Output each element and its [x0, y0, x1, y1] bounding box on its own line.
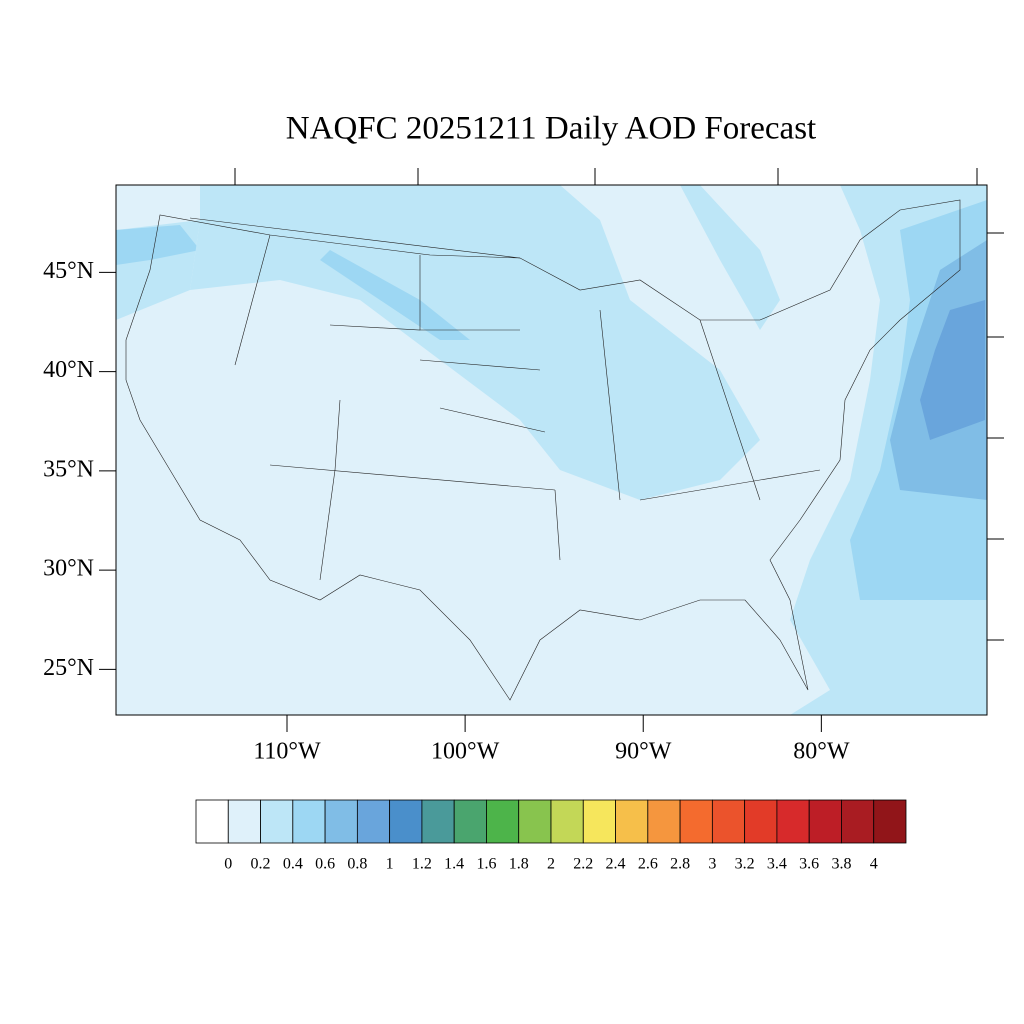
- colorbar-box: [711, 799, 746, 844]
- colorbar-box: [227, 799, 261, 844]
- lon-tick-label: 110°W: [253, 739, 321, 765]
- colorbar-box: [808, 799, 842, 844]
- field-contour: [800, 680, 900, 715]
- colorbar-label: 1.4: [444, 856, 464, 873]
- colorbar-box: [647, 799, 681, 844]
- colorbar-box: [550, 799, 584, 844]
- colorbar-label: 3.4: [767, 856, 787, 873]
- colorbar-box: [615, 799, 649, 844]
- lon-tick-label: 80°W: [793, 739, 850, 765]
- colorbar-label: 1.8: [509, 856, 529, 873]
- colorbar-label: 0.4: [283, 856, 303, 873]
- colorbar-box: [324, 799, 358, 844]
- aod-field: [116, 185, 987, 715]
- colorbar-label: 3.6: [799, 856, 819, 873]
- colorbar-box: [841, 799, 875, 844]
- colorbar-label: 0.8: [347, 856, 367, 873]
- colorbar-box: [744, 799, 778, 844]
- title: NAQFC 20251211 Daily AOD Forecast: [286, 111, 816, 147]
- colorbar-box: [356, 799, 391, 844]
- colorbar-box: [679, 799, 713, 844]
- colorbar-label: 3.8: [831, 856, 851, 873]
- colorbar-box: [421, 799, 455, 844]
- field-contour: [920, 300, 985, 440]
- colorbar-label: 0: [224, 856, 232, 873]
- field-contour: [116, 225, 200, 265]
- top-ticks: [234, 168, 978, 185]
- lon-tick-label: 90°W: [615, 739, 672, 765]
- colorbar-label: 1.2: [412, 856, 432, 873]
- colorbar-box: [582, 799, 616, 844]
- coastline: [125, 199, 961, 701]
- colorbar-box: [195, 799, 229, 844]
- colorbar-box: [453, 799, 487, 844]
- field-contour: [630, 185, 780, 330]
- colorbar-box: [389, 799, 423, 844]
- lat-tick-label: 30°N: [43, 556, 94, 582]
- colorbar-box: [518, 799, 552, 844]
- colorbar-label: 2.4: [606, 856, 626, 873]
- map-frame: [115, 184, 988, 716]
- right-ticks: [987, 232, 1004, 641]
- lat-tick-label: 35°N: [43, 456, 94, 482]
- lat-tick-label: 45°N: [43, 258, 94, 284]
- colorbar-box: [486, 799, 520, 844]
- colorbar-label: 2.8: [670, 856, 690, 873]
- colorbar-label: 0.6: [315, 856, 335, 873]
- colorbar-label: 1: [386, 856, 394, 873]
- lat-tick-label: 40°N: [43, 357, 94, 383]
- lon-tick-label: 100°W: [431, 739, 500, 765]
- lat-tick-label: 25°N: [43, 655, 94, 681]
- colorbar-label: 3: [708, 856, 716, 873]
- colorbar-label: 2.6: [638, 856, 658, 873]
- field-contour: [320, 250, 470, 340]
- colorbar-label: 3.2: [735, 856, 755, 873]
- colorbar-label: 0.2: [251, 856, 271, 873]
- state-borders: [189, 217, 821, 581]
- colorbar-box: [292, 799, 326, 844]
- colorbar-box: [873, 799, 907, 844]
- colorbar-box: [260, 799, 294, 844]
- colorbar-label: 1.6: [476, 856, 496, 873]
- colorbar-label: 2.2: [573, 856, 593, 873]
- colorbar-label: 4: [870, 856, 878, 873]
- colorbar-label: 2: [547, 856, 555, 873]
- colorbar-box: [776, 799, 810, 844]
